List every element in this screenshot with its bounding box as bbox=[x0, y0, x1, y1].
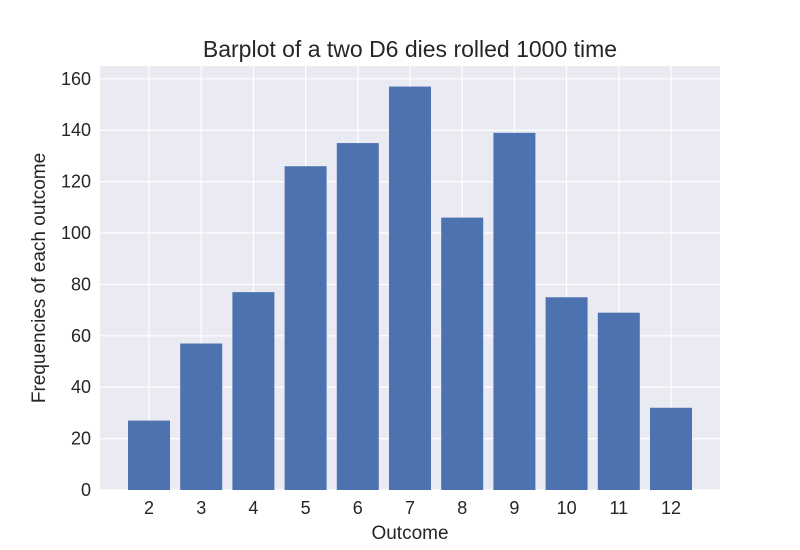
x-tick-label: 3 bbox=[196, 498, 206, 518]
chart-title: Barplot of a two D6 dies rolled 1000 tim… bbox=[203, 36, 617, 62]
bar-6 bbox=[336, 143, 379, 490]
y-tick-label: 160 bbox=[61, 69, 91, 89]
y-tick-label: 60 bbox=[71, 326, 91, 346]
x-axis-label: Outcome bbox=[371, 523, 448, 544]
bar-5 bbox=[284, 166, 327, 490]
x-axis-ticks: 2 3 4 5 6 7 8 9 10 11 12 bbox=[144, 498, 681, 518]
y-axis-ticks: 0 20 40 60 80 100 120 140 160 bbox=[61, 69, 91, 500]
bars bbox=[128, 86, 692, 490]
y-tick-label: 100 bbox=[61, 223, 91, 243]
bar-10 bbox=[545, 297, 588, 490]
bar-12 bbox=[650, 407, 692, 490]
x-tick-label: 2 bbox=[144, 498, 154, 518]
bar-11 bbox=[597, 312, 640, 490]
y-axis-label: Frequencies of each outcome bbox=[29, 153, 50, 403]
y-tick-label: 140 bbox=[61, 120, 91, 140]
bar-4 bbox=[232, 292, 275, 490]
y-tick-label: 40 bbox=[71, 377, 91, 397]
y-tick-label: 80 bbox=[71, 274, 91, 294]
bar-2 bbox=[128, 420, 170, 490]
x-tick-label: 7 bbox=[405, 498, 415, 518]
bar-9 bbox=[493, 132, 536, 490]
x-tick-label: 6 bbox=[353, 498, 363, 518]
bar-7 bbox=[389, 86, 431, 490]
x-tick-label: 12 bbox=[661, 498, 681, 518]
x-tick-label: 10 bbox=[557, 498, 577, 518]
y-tick-label: 0 bbox=[81, 480, 91, 500]
x-tick-label: 8 bbox=[457, 498, 467, 518]
x-tick-label: 9 bbox=[509, 498, 519, 518]
x-tick-label: 11 bbox=[609, 498, 628, 518]
y-tick-label: 20 bbox=[71, 429, 91, 449]
bar-3 bbox=[180, 343, 223, 490]
x-tick-label: 4 bbox=[248, 498, 258, 518]
y-tick-label: 120 bbox=[61, 172, 91, 192]
bar-8 bbox=[441, 217, 484, 490]
x-tick-label: 5 bbox=[301, 498, 311, 518]
